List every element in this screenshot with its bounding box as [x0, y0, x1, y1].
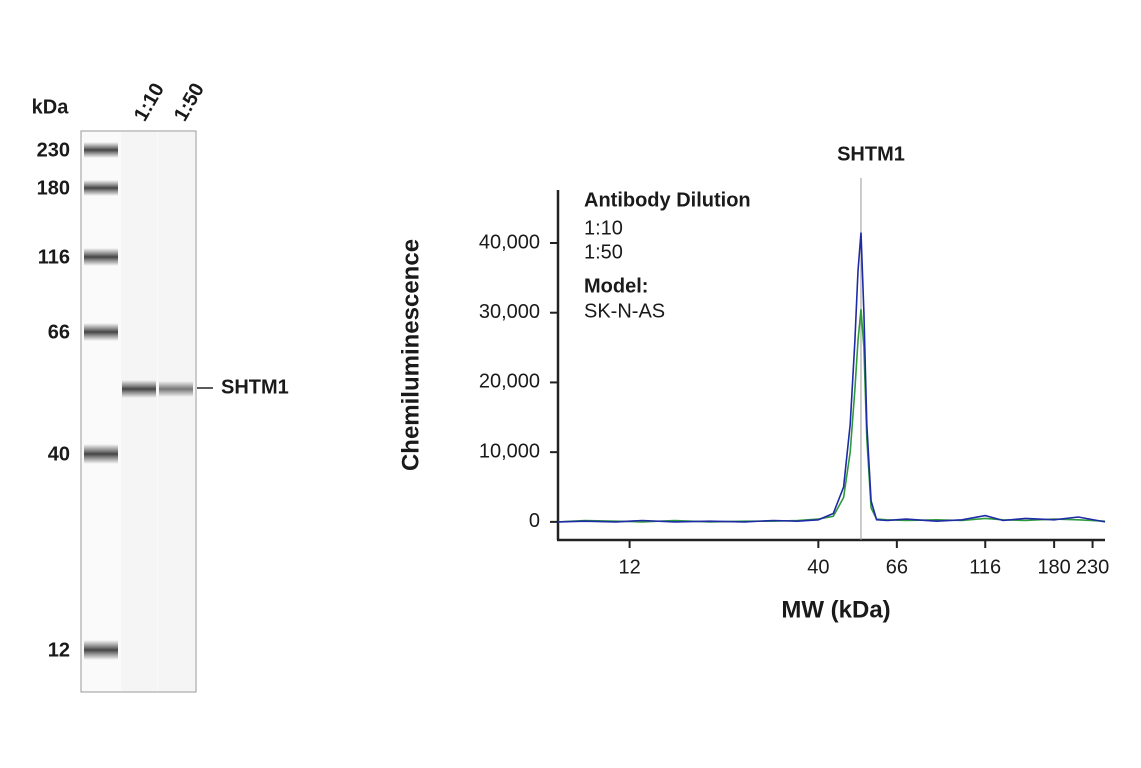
blot: kDa 1:10 1:50 230 180 116 66 40 12 SHTM1	[32, 79, 289, 693]
sample-band	[122, 380, 156, 398]
y-axis-label: Chemiluminescence	[397, 239, 424, 471]
ladder-band	[84, 248, 118, 266]
marker-label: 180	[37, 177, 70, 199]
x-tick-label: 40	[807, 556, 829, 578]
x-tick-label: 116	[969, 556, 1001, 578]
legend-entry: 1:50	[584, 241, 623, 263]
y-tick-label: 10,000	[479, 440, 540, 462]
marker-label: 116	[38, 246, 70, 268]
lane	[158, 132, 195, 691]
x-tick-label: 230	[1076, 556, 1109, 578]
lane-label: 1:10	[130, 79, 169, 125]
unit-label: kDa	[32, 96, 70, 118]
y-tick-label: 30,000	[479, 301, 540, 323]
marker-label: 230	[37, 139, 70, 161]
series-line	[557, 309, 1106, 523]
lane	[121, 132, 157, 691]
x-axis-label: MW (kDa)	[781, 596, 890, 623]
ladder-band	[84, 640, 118, 660]
chart-title: SHTM1	[837, 143, 905, 165]
y-tick-label: 40,000	[479, 231, 540, 253]
x-tick-label: 12	[618, 556, 640, 578]
x-tick-label: 66	[886, 556, 908, 578]
series-line	[557, 232, 1106, 523]
annotation: SK-N-AS	[584, 300, 665, 322]
chart: SHTM1 MW (kDa) Chemiluminescence Antibod…	[397, 143, 1109, 623]
ladder-band	[84, 142, 118, 158]
marker-label: 40	[48, 443, 70, 465]
annotation-title: Model:	[584, 275, 648, 297]
y-tick-label: 20,000	[479, 371, 540, 393]
band-label: SHTM1	[221, 376, 289, 398]
marker-label: 66	[48, 321, 70, 343]
lane-label: 1:50	[170, 79, 209, 125]
ladder-band	[84, 444, 118, 464]
y-tick-label: 0	[529, 510, 540, 532]
legend-entry: 1:10	[584, 217, 623, 239]
ladder-band	[84, 323, 118, 341]
sample-band	[159, 381, 193, 397]
legend-title: Antibody Dilution	[584, 189, 751, 211]
ladder-band	[84, 180, 118, 196]
marker-label: 12	[48, 639, 70, 661]
x-tick-label: 180	[1037, 556, 1070, 578]
